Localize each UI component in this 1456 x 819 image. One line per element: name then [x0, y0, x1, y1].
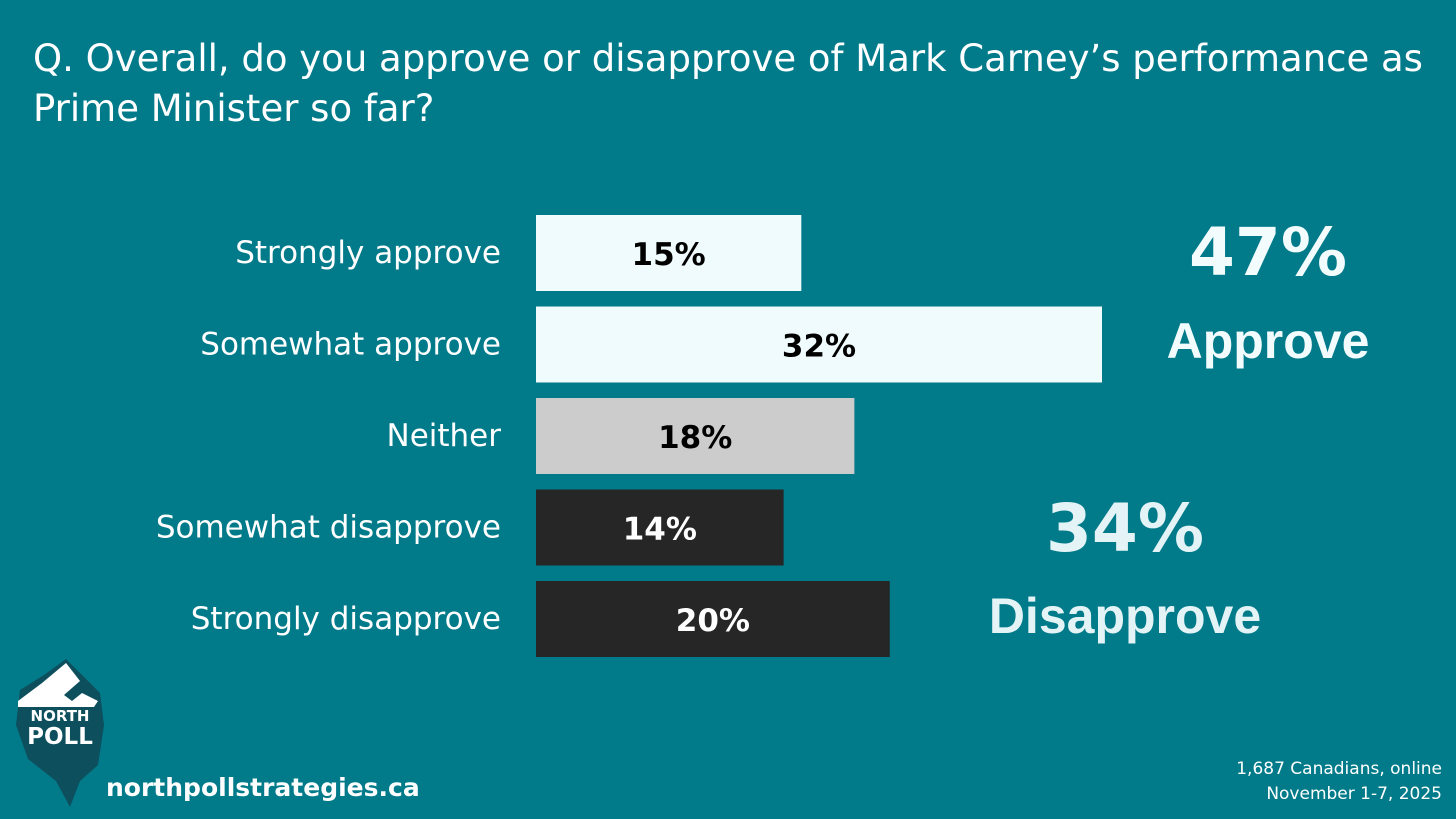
approve-total-label: Approve — [1166, 313, 1370, 369]
footnote-sample: 1,687 Canadians, online — [1236, 759, 1442, 779]
logo-line-poll: POLL — [27, 724, 93, 750]
bar-value-label: 32% — [782, 329, 856, 365]
category-label: Strongly approve — [235, 235, 501, 271]
bar — [536, 581, 890, 657]
bar-value-label: 15% — [632, 237, 706, 273]
disapprove-total-label: Disapprove — [988, 588, 1262, 644]
bar — [536, 306, 1102, 383]
approve-total-pct: 47% — [1189, 214, 1347, 291]
category-label: Somewhat approve — [200, 327, 501, 363]
logo-iceberg-peak — [18, 663, 98, 707]
disapprove-total-pct: 34% — [1046, 490, 1204, 567]
category-label: Strongly disapprove — [191, 601, 501, 637]
footnote-dates: November 1-7, 2025 — [1266, 784, 1442, 804]
logo-wordmark: NORTH POLL — [22, 707, 98, 750]
bar-value-label: 18% — [658, 420, 732, 456]
bar-value-label: 14% — [623, 512, 697, 548]
north-poll-logo-icon — [16, 659, 104, 807]
logo-line-north: NORTH — [30, 707, 90, 725]
bar — [536, 398, 855, 474]
sample-footnote: 1,687 Canadians, online November 1-7, 20… — [1236, 757, 1442, 807]
website-url: northpollstrategies.ca — [106, 773, 420, 802]
category-label: Neither — [387, 418, 502, 454]
question-title: Q. Overall, do you approve or disapprove… — [33, 37, 1423, 130]
bar-value-label: 20% — [676, 603, 750, 639]
category-label: Somewhat disapprove — [156, 510, 501, 546]
bar — [536, 489, 784, 566]
bar — [536, 215, 802, 291]
